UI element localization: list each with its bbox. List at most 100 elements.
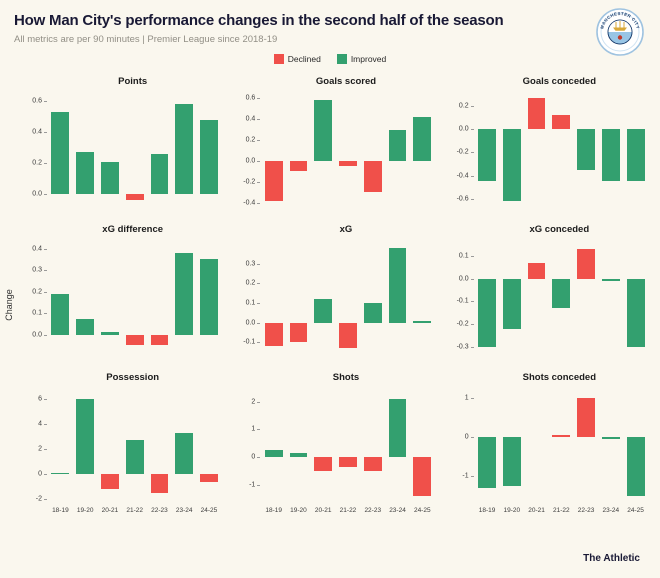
x-tick-label-18-19: 18-19 bbox=[478, 507, 496, 514]
bar-22-23 bbox=[363, 457, 382, 471]
x-tick-label-23-24: 23-24 bbox=[175, 507, 193, 514]
bar-24-25 bbox=[413, 320, 432, 323]
y-tick-mark bbox=[470, 476, 474, 478]
bar-23-24 bbox=[388, 247, 407, 323]
x-tick-label-20-21: 20-21 bbox=[314, 507, 332, 514]
page-subtitle: All metrics are per 90 minutes | Premier… bbox=[14, 34, 278, 45]
x-tick-label-18-19: 18-19 bbox=[265, 507, 283, 514]
chart-xg-conceded: xG conceded 0.1 0.0 -0.1 -0.2 -0.3 bbox=[451, 224, 648, 356]
bar-22-23 bbox=[150, 334, 169, 346]
y-tick-mark bbox=[44, 334, 47, 336]
bar-24-25 bbox=[626, 278, 645, 347]
chart-legend: Declined Improved bbox=[0, 54, 660, 64]
bar-20-21 bbox=[527, 262, 546, 279]
chart-title-shots-conceded: Shots conceded bbox=[522, 372, 596, 383]
bar-18-19 bbox=[478, 278, 496, 347]
chart-body: 0.2 0.0 -0.2 -0.4 -0.6 bbox=[451, 92, 648, 208]
plot-area bbox=[48, 388, 221, 504]
y-axis: 0.4 0.3 0.2 0.1 0.0 bbox=[24, 240, 48, 356]
x-tick-label-24-25: 24-25 bbox=[627, 507, 644, 514]
bar-22-23 bbox=[577, 397, 595, 438]
y-tick-mark bbox=[470, 175, 474, 177]
y-tick-mark bbox=[470, 152, 474, 154]
bar-24-25 bbox=[413, 457, 432, 496]
y-tick-label: -0.4 bbox=[243, 199, 256, 207]
bar-19-20 bbox=[76, 319, 95, 335]
y-axis: 2 1 0 -1 bbox=[237, 388, 261, 504]
chart-possession: Possession 6 4 2 0 -2 18-19 19-20 20-21 21-22 22-2… bbox=[24, 372, 221, 517]
bar-22-23 bbox=[363, 160, 382, 193]
bar-18-19 bbox=[264, 322, 283, 347]
y-tick-mark bbox=[44, 101, 47, 103]
y-tick-label: 0.0 bbox=[32, 331, 42, 339]
bar-18-19 bbox=[51, 293, 70, 335]
y-tick-label: 0.2 bbox=[32, 288, 42, 296]
y-tick-mark bbox=[44, 499, 47, 500]
declined-swatch-icon bbox=[273, 54, 284, 64]
y-tick-label: 0 bbox=[38, 470, 42, 478]
bar-24-25 bbox=[626, 437, 645, 497]
bar-20-21 bbox=[100, 474, 119, 490]
plot-area bbox=[261, 388, 434, 504]
plot-area bbox=[475, 240, 648, 356]
y-tick-mark bbox=[44, 399, 47, 401]
bar-23-24 bbox=[175, 104, 194, 195]
bar-20-21 bbox=[100, 332, 119, 335]
bar-18-19 bbox=[478, 437, 496, 489]
legend-improved-label: Improved bbox=[350, 54, 387, 64]
chart-title-xg-difference: xG difference bbox=[102, 224, 164, 235]
plot-area bbox=[261, 240, 434, 356]
y-tick-label: 0.6 bbox=[245, 94, 256, 102]
x-tick-label-22-23: 22-23 bbox=[577, 507, 595, 514]
y-axis: 0.6 0.4 0.2 0.0 -0.2 -0.4 bbox=[237, 92, 261, 208]
y-tick-label: 0.0 bbox=[245, 319, 256, 327]
y-tick-mark bbox=[470, 437, 474, 439]
plot-area bbox=[48, 240, 221, 356]
bar-23-24 bbox=[601, 437, 620, 440]
y-tick-mark bbox=[44, 291, 47, 293]
chart-points: Points 0.6 0.4 0.2 0.0 bbox=[24, 76, 221, 208]
bar-23-24 bbox=[175, 252, 194, 335]
y-tick-label: 0.3 bbox=[32, 266, 42, 274]
chart-body: 0.6 0.4 0.2 0.0 -0.2 -0.4 bbox=[237, 92, 434, 208]
bar-21-22 bbox=[552, 278, 571, 309]
y-tick-mark bbox=[470, 324, 474, 326]
bar-19-20 bbox=[76, 152, 95, 195]
chart-shots: Shots 2 1 0 -1 18-19 19-20 20-21 21-22 22-23 23-24… bbox=[237, 372, 434, 517]
x-tick-label-20-21: 20-21 bbox=[101, 507, 119, 514]
y-tick-label: 0.1 bbox=[245, 299, 256, 307]
bar-18-19 bbox=[264, 450, 283, 458]
x-axis: 18-19 19-20 20-21 21-22 22-23 23-24 24-25 bbox=[48, 504, 221, 517]
chart-body: 0.6 0.4 0.2 0.0 bbox=[24, 92, 221, 208]
y-tick-label: -2 bbox=[35, 495, 42, 503]
x-tick-label-23-24: 23-24 bbox=[389, 507, 406, 514]
bar-21-22 bbox=[125, 334, 144, 346]
y-tick-mark bbox=[470, 105, 474, 107]
bar-21-22 bbox=[339, 457, 357, 467]
y-tick-label: 0 bbox=[251, 453, 256, 461]
y-tick-mark bbox=[470, 278, 474, 280]
y-tick-label: 0.2 bbox=[32, 159, 42, 167]
y-tick-mark bbox=[257, 98, 261, 100]
badge-rose-icon bbox=[617, 35, 623, 40]
footer-brand: The Athletic bbox=[583, 553, 640, 564]
y-tick-label: 2 bbox=[251, 398, 256, 406]
bar-21-22 bbox=[552, 115, 571, 130]
bar-24-25 bbox=[626, 129, 645, 182]
y-tick-label: -0.1 bbox=[456, 297, 469, 305]
x-axis: 18-19 19-20 20-21 21-22 22-23 23-24 24-25 bbox=[261, 504, 434, 517]
bar-22-23 bbox=[363, 302, 382, 323]
bar-22-23 bbox=[577, 249, 595, 279]
bar-20-21 bbox=[314, 298, 333, 323]
chart-body: 6 4 2 0 -2 bbox=[24, 388, 221, 504]
y-axis: 0.6 0.4 0.2 0.0 bbox=[24, 92, 48, 208]
chart-title-shots: Shots bbox=[332, 372, 360, 383]
y-tick-mark bbox=[257, 119, 261, 121]
plot-area bbox=[261, 92, 434, 208]
bar-19-20 bbox=[289, 160, 308, 172]
bar-23-24 bbox=[601, 129, 620, 182]
x-tick-label-20-21: 20-21 bbox=[528, 507, 545, 514]
y-tick-label: -0.6 bbox=[456, 195, 469, 203]
y-tick-label: -0.3 bbox=[456, 343, 469, 351]
x-tick-label-24-25: 24-25 bbox=[200, 507, 218, 514]
